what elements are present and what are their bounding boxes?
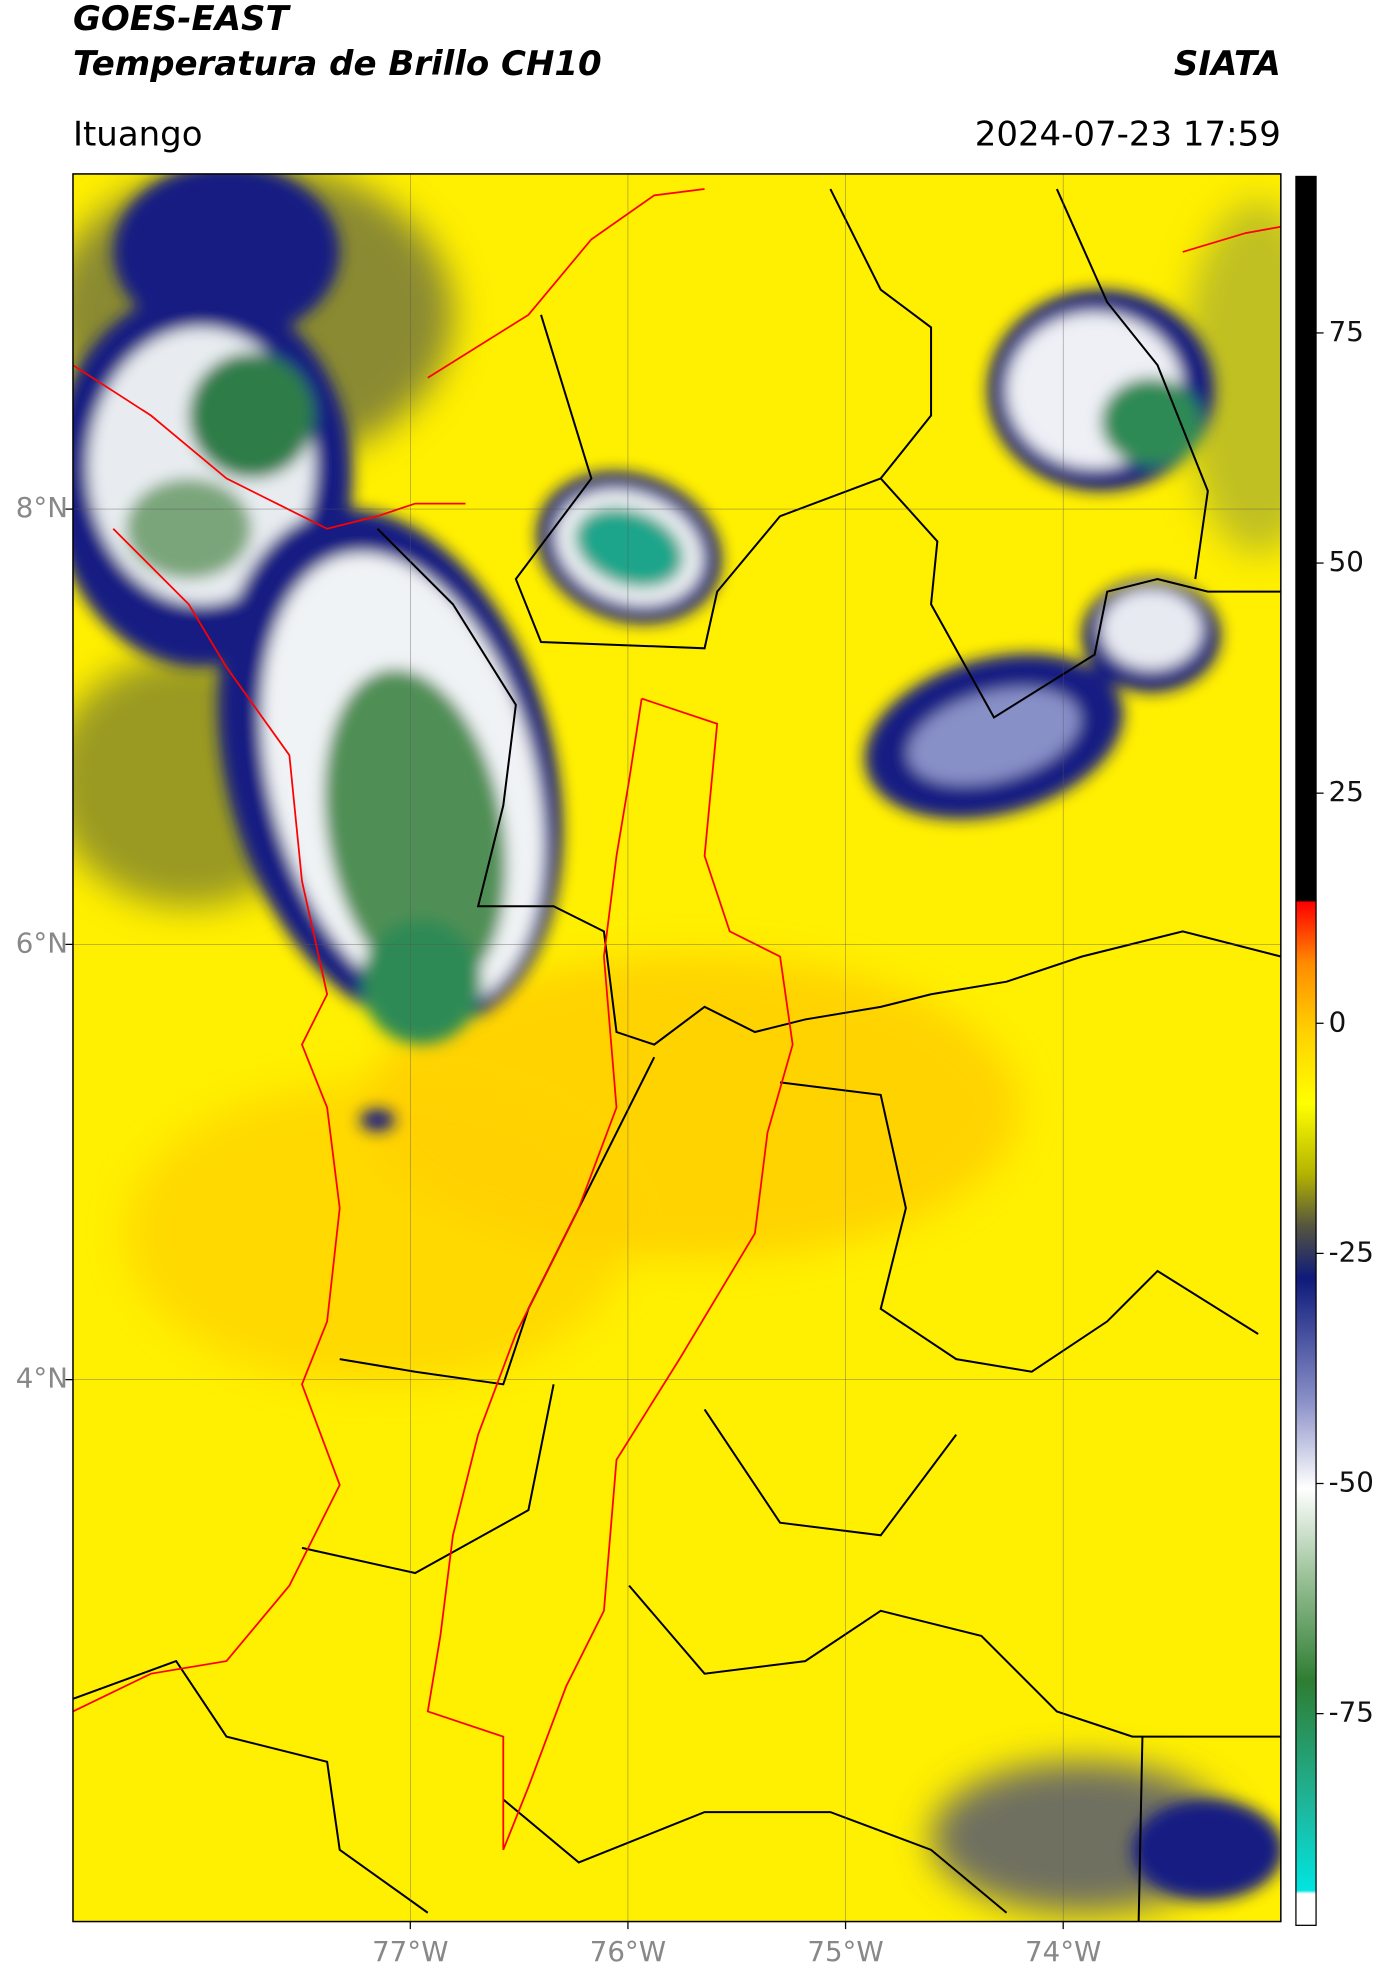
title: GOES-EAST bbox=[73, 0, 291, 39]
organization: SIATA bbox=[1174, 44, 1281, 84]
x-tick-label: 76°W bbox=[590, 1935, 666, 1968]
location: Ituango bbox=[73, 115, 203, 155]
colorbar-tick-label: -25 bbox=[1329, 1235, 1374, 1268]
colorbar-tick-label: -50 bbox=[1329, 1466, 1374, 1499]
x-tick-label: 77°W bbox=[372, 1935, 448, 1968]
colorbar-tick-label: -75 bbox=[1329, 1696, 1374, 1729]
colorbar-tick-label: 75 bbox=[1329, 315, 1364, 348]
colorbar-tick-label: 25 bbox=[1329, 775, 1364, 808]
colorbar-tick-label: 0 bbox=[1329, 1005, 1347, 1038]
y-tick-label: 6°N bbox=[16, 926, 68, 959]
map-frame bbox=[72, 173, 1282, 1923]
x-tick-label: 74°W bbox=[1025, 1935, 1101, 1968]
y-tick-label: 4°N bbox=[16, 1362, 68, 1395]
colorbar bbox=[1295, 175, 1317, 1926]
y-tick-label: 8°N bbox=[16, 491, 68, 524]
subtitle: Temperatura de Brillo CH10 bbox=[73, 44, 602, 84]
colorbar-tick-label: 50 bbox=[1329, 545, 1364, 578]
satellite-image bbox=[72, 173, 1281, 1922]
x-tick-label: 75°W bbox=[807, 1935, 883, 1968]
grid bbox=[72, 173, 1281, 1922]
datetime: 2024-07-23 17:59 bbox=[975, 115, 1281, 155]
